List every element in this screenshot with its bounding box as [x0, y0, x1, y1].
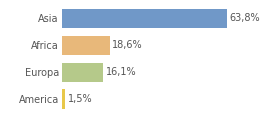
- Text: 16,1%: 16,1%: [106, 67, 136, 77]
- Text: 1,5%: 1,5%: [67, 94, 92, 104]
- Bar: [62, 63, 103, 82]
- Bar: [62, 90, 66, 109]
- Bar: [62, 36, 110, 55]
- Text: 18,6%: 18,6%: [112, 40, 143, 50]
- Text: 63,8%: 63,8%: [229, 13, 260, 23]
- Bar: [62, 9, 227, 28]
